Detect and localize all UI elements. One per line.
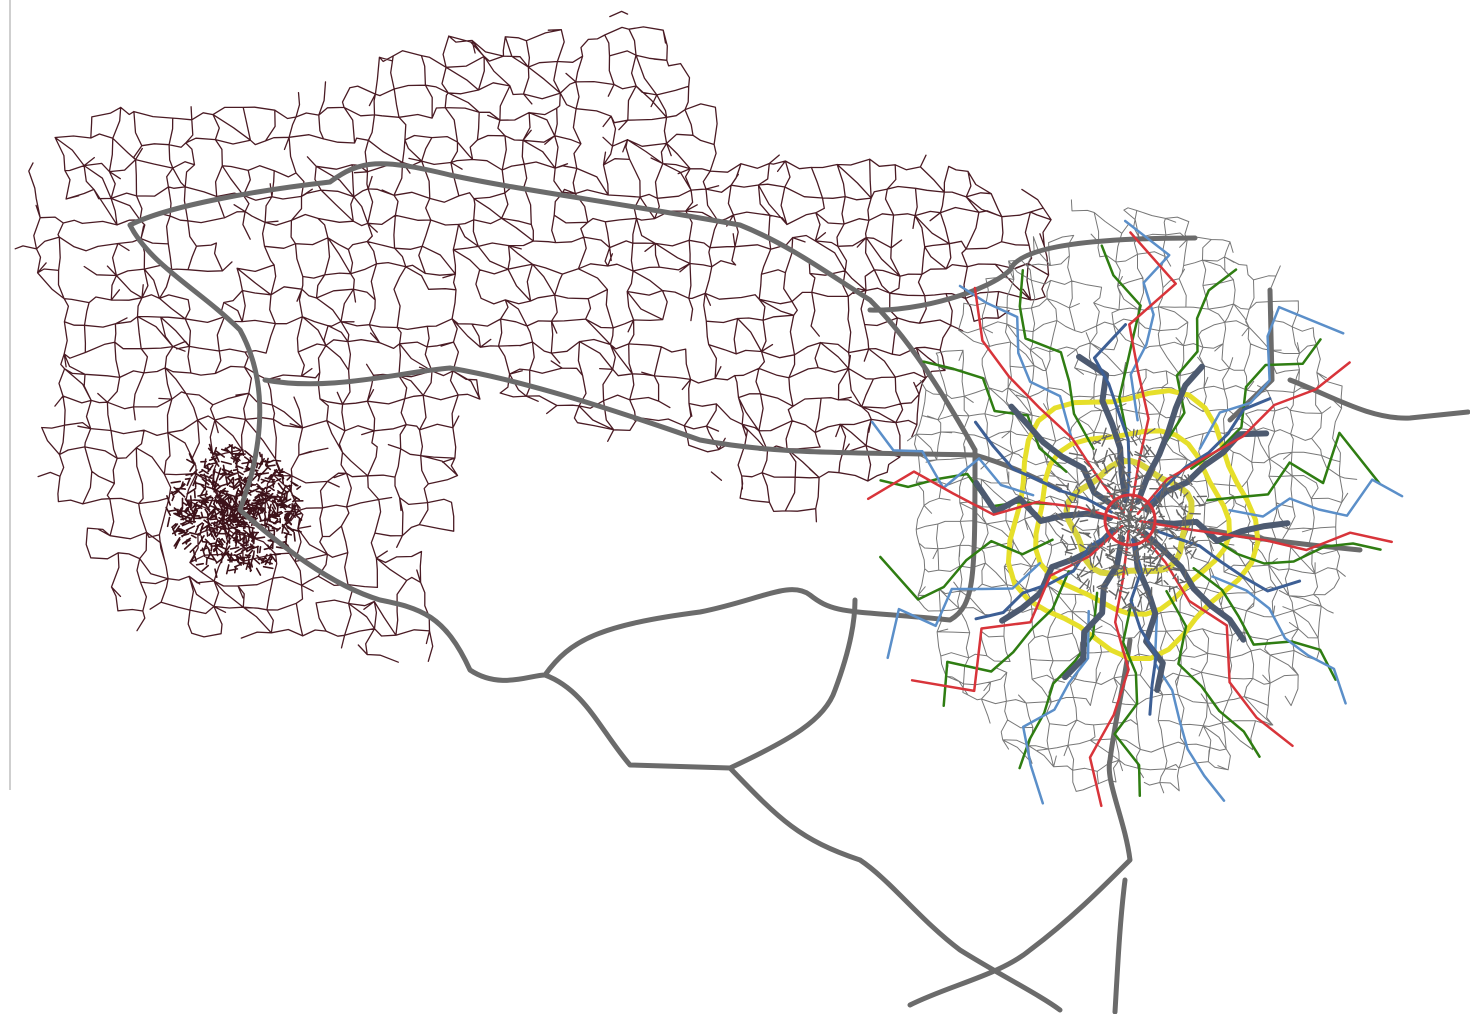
minor-road-network [14, 10, 1052, 663]
highway [727, 765, 1063, 1013]
red-road [866, 231, 1393, 808]
highway [542, 597, 858, 771]
city-core-ring [1103, 493, 1157, 547]
highway [262, 365, 1063, 493]
ring-road [1063, 457, 1195, 577]
highway [907, 637, 1133, 1008]
green-road [879, 244, 1382, 798]
highway [127, 222, 978, 683]
city-core-streets [1054, 425, 1208, 618]
highway [867, 235, 1198, 313]
metro-roads [866, 219, 1404, 808]
trunk-road [973, 353, 1291, 693]
highway [1112, 877, 1128, 1014]
ring-road [1005, 388, 1261, 661]
highway [1287, 377, 1470, 421]
trunk-road-inner [974, 323, 1302, 716]
city-street-cluster [165, 443, 304, 578]
